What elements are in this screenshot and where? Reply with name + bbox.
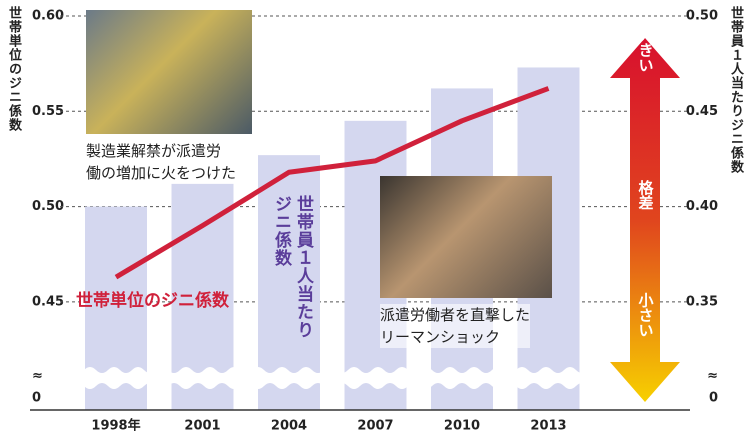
annotation: 製造業解禁が派遣労 働の増加に火をつけた (86, 140, 237, 184)
annotation: 派遣労働者を直撃した リーマンショック (380, 304, 531, 348)
annotation-line: 製造業解禁が派遣労 (86, 142, 222, 160)
x-tick-label: 1998年 (91, 418, 140, 434)
arrow-label: 大きい (637, 27, 655, 73)
photo (380, 176, 552, 298)
x-tick-label: 2010 (444, 419, 480, 434)
axis-break: ≈ (32, 369, 43, 384)
arrow-label: 格差 (637, 179, 655, 210)
bar (258, 155, 320, 410)
x-tick-label: 2007 (357, 419, 393, 434)
series-label: 世帯単位のジニ係数 (76, 291, 229, 311)
y2-tick-label: 0.35 (686, 294, 718, 309)
y2-tick-label: 0 (709, 391, 718, 406)
y-tick-label: 0.55 (32, 104, 64, 119)
y-tick-label: 0.45 (32, 294, 64, 309)
y-axis-title: 世帯単位のジニ係数 (6, 6, 21, 132)
y2-tick-label: 0.40 (686, 199, 718, 214)
axis-break-band (48, 367, 612, 389)
y2-tick-label: 0.45 (686, 104, 718, 119)
y-tick-label: 0.50 (32, 199, 64, 214)
annotation-line: 働の増加に火をつけた (86, 164, 237, 182)
photo (86, 10, 252, 134)
x-tick-label: 2013 (530, 419, 566, 434)
axis-break: ≈ (707, 369, 718, 384)
y-tick-label: 0.60 (32, 9, 64, 24)
arrow (610, 38, 680, 402)
x-tick-label: 2001 (184, 419, 220, 434)
line (114, 86, 550, 280)
y2-axis-title: 世帯員１人当たりジニ係数 (728, 6, 743, 174)
annotation-line: 派遣労働者を直撃した (380, 306, 531, 324)
annotation-line: リーマンショック (380, 328, 501, 346)
x-tick-label: 2004 (271, 419, 307, 434)
y2-tick-label: 0.50 (686, 9, 718, 24)
series-label: 世帯員１人当たりジニ係数 (271, 195, 313, 339)
arrow-label: 小さい (637, 293, 655, 338)
y-tick-label: 0 (32, 391, 41, 406)
